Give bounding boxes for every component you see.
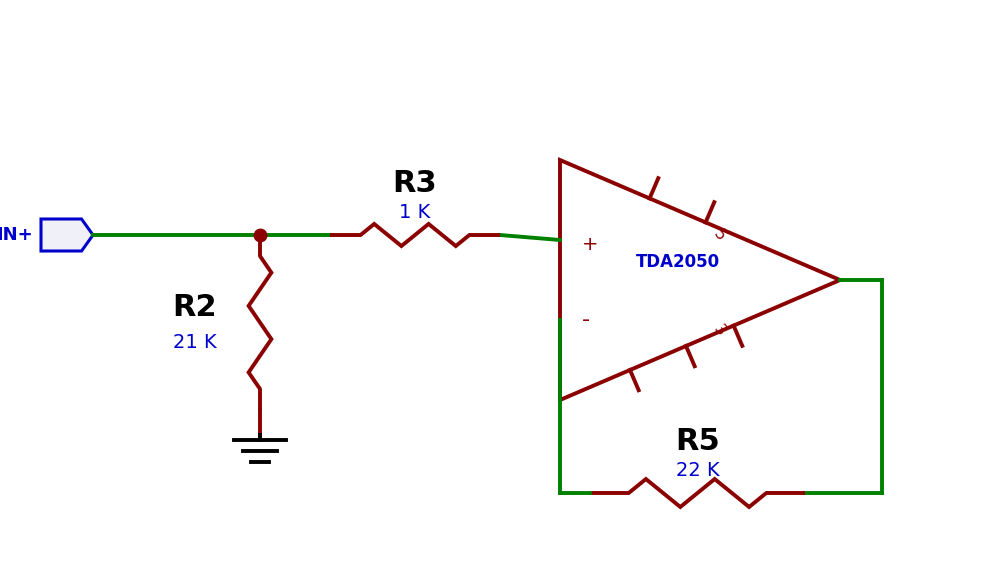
Text: 3: 3 xyxy=(710,321,728,338)
Text: IN+: IN+ xyxy=(0,226,32,244)
Text: 5: 5 xyxy=(710,227,728,244)
Text: -: - xyxy=(582,310,590,330)
Polygon shape xyxy=(560,160,840,400)
Text: R2: R2 xyxy=(172,293,218,322)
Text: 21 K: 21 K xyxy=(173,333,217,352)
Text: TDA2050: TDA2050 xyxy=(635,253,720,271)
Text: R5: R5 xyxy=(675,427,720,455)
Text: R3: R3 xyxy=(393,168,437,198)
Text: 22 K: 22 K xyxy=(675,462,720,480)
Polygon shape xyxy=(41,219,93,251)
Text: 1 K: 1 K xyxy=(399,203,430,223)
Text: +: + xyxy=(582,236,599,254)
